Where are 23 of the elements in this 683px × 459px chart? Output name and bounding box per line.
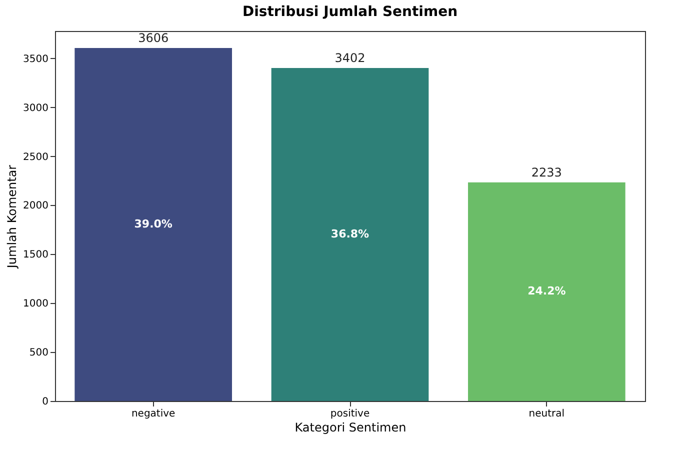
bar xyxy=(468,182,626,401)
x-tick-label: negative xyxy=(131,408,176,420)
y-tick-label: 500 xyxy=(29,348,48,359)
x-axis-title: Kategori Sentimen xyxy=(294,420,406,434)
y-tick-label: 1000 xyxy=(23,298,48,310)
y-tick-label: 3000 xyxy=(23,102,48,114)
chart-title: Distribusi Jumlah Sentimen xyxy=(242,4,458,20)
y-axis-title: Jumlah Komentar xyxy=(5,164,20,270)
annotation: 36.8% xyxy=(330,228,370,240)
bar xyxy=(271,68,429,401)
y-tick-label: 1500 xyxy=(23,250,48,261)
annotation: 24.2% xyxy=(528,284,566,298)
x-tick-label: positive xyxy=(330,408,370,420)
y-tick-label: 2000 xyxy=(23,200,48,212)
y-tick-label: 2500 xyxy=(23,152,48,163)
data-label: 3606 xyxy=(138,31,169,46)
y-tick-label: 3500 xyxy=(23,54,48,65)
data-label: 2233 xyxy=(531,165,562,180)
data-label: 3402 xyxy=(334,51,366,65)
x-tick-label: neutral xyxy=(528,408,565,420)
annotation: 39.0% xyxy=(134,218,172,231)
bar xyxy=(74,48,232,401)
y-tick-label: 0 xyxy=(42,396,48,408)
